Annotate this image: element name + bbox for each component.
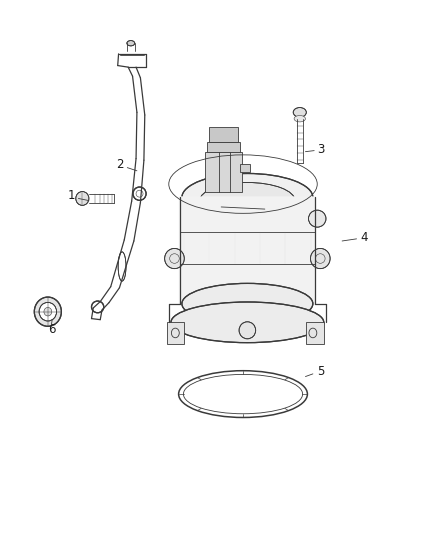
Text: 5: 5 xyxy=(317,365,325,378)
Ellipse shape xyxy=(182,284,313,324)
Bar xyxy=(306,322,324,344)
Ellipse shape xyxy=(294,116,305,122)
Ellipse shape xyxy=(76,191,89,205)
Ellipse shape xyxy=(308,210,326,227)
Ellipse shape xyxy=(182,173,313,221)
Ellipse shape xyxy=(293,108,306,117)
Ellipse shape xyxy=(92,301,104,313)
Bar xyxy=(166,322,184,344)
Ellipse shape xyxy=(34,297,61,326)
Ellipse shape xyxy=(127,41,135,46)
Ellipse shape xyxy=(171,302,324,343)
Ellipse shape xyxy=(200,182,295,219)
Ellipse shape xyxy=(239,322,256,339)
FancyBboxPatch shape xyxy=(179,196,316,305)
Ellipse shape xyxy=(133,187,146,200)
Text: 1: 1 xyxy=(68,189,75,202)
Ellipse shape xyxy=(311,248,330,269)
Polygon shape xyxy=(240,164,250,172)
Bar xyxy=(209,127,237,142)
Text: 6: 6 xyxy=(49,322,56,336)
Ellipse shape xyxy=(165,248,184,269)
Text: 2: 2 xyxy=(116,158,123,172)
Ellipse shape xyxy=(44,308,52,316)
Text: 4: 4 xyxy=(360,231,368,244)
Bar xyxy=(207,142,240,152)
Bar xyxy=(205,152,242,192)
Ellipse shape xyxy=(118,252,126,281)
Text: 3: 3 xyxy=(318,143,325,156)
Ellipse shape xyxy=(39,302,57,321)
Ellipse shape xyxy=(253,206,258,210)
